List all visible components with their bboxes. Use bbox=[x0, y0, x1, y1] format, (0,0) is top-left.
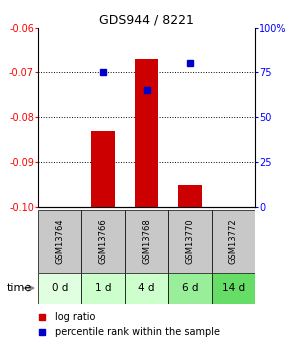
Bar bbox=[91, 131, 115, 207]
Text: GSM13768: GSM13768 bbox=[142, 219, 151, 264]
Text: log ratio: log ratio bbox=[55, 312, 96, 322]
Bar bbox=[81, 273, 125, 304]
Text: percentile rank within the sample: percentile rank within the sample bbox=[55, 327, 220, 337]
Bar bbox=[168, 273, 212, 304]
Text: 1 d: 1 d bbox=[95, 283, 111, 293]
Text: GSM13770: GSM13770 bbox=[185, 219, 194, 264]
Text: 6 d: 6 d bbox=[182, 283, 198, 293]
Bar bbox=[212, 273, 255, 304]
Text: GSM13772: GSM13772 bbox=[229, 219, 238, 264]
Text: GSM13766: GSM13766 bbox=[99, 219, 108, 264]
Bar bbox=[125, 273, 168, 304]
Bar bbox=[38, 210, 81, 273]
Bar bbox=[38, 273, 81, 304]
Bar bbox=[212, 210, 255, 273]
Bar bbox=[81, 210, 125, 273]
Bar bbox=[178, 185, 202, 207]
Text: 14 d: 14 d bbox=[222, 283, 245, 293]
Bar bbox=[134, 59, 159, 207]
Title: GDS944 / 8221: GDS944 / 8221 bbox=[99, 13, 194, 27]
Text: time: time bbox=[7, 283, 32, 293]
Text: GSM13764: GSM13764 bbox=[55, 219, 64, 264]
Bar bbox=[168, 210, 212, 273]
Text: 0 d: 0 d bbox=[52, 283, 68, 293]
Text: 4 d: 4 d bbox=[138, 283, 155, 293]
Bar bbox=[125, 210, 168, 273]
